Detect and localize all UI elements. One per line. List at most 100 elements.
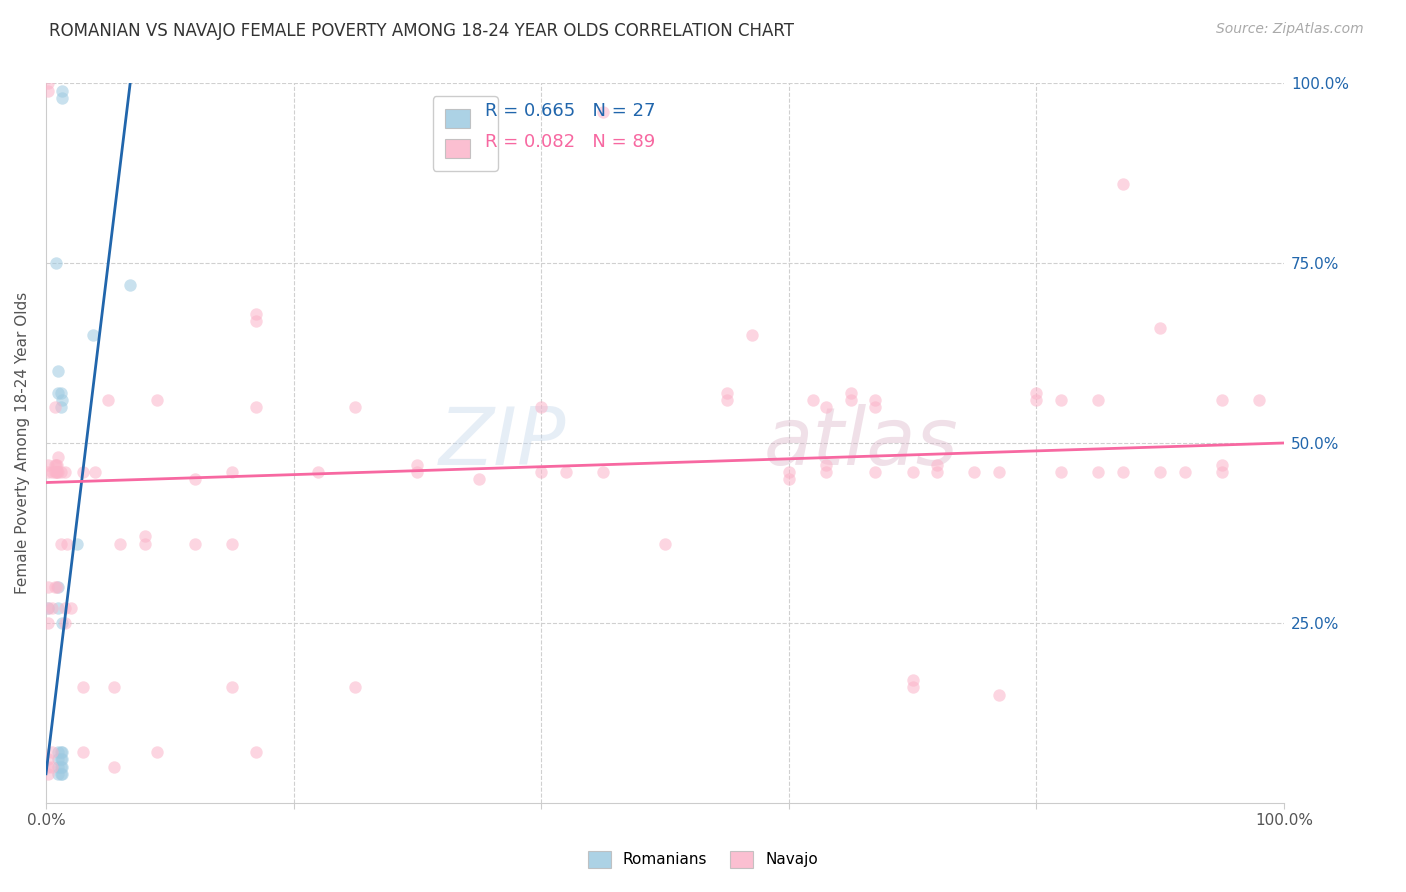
Point	[221, 681, 243, 695]
Point	[1087, 392, 1109, 407]
Point	[53, 615, 76, 630]
Point	[1249, 392, 1271, 407]
Point	[49, 759, 72, 773]
Point	[37, 752, 59, 766]
Point	[245, 314, 267, 328]
Point	[53, 465, 76, 479]
Text: R = 0.082   N = 89: R = 0.082 N = 89	[485, 134, 655, 152]
Point	[46, 465, 69, 479]
Point	[37, 84, 59, 98]
Point	[37, 465, 59, 479]
Point	[66, 536, 89, 550]
Point	[1112, 177, 1135, 191]
Point	[37, 458, 59, 472]
Point	[48, 759, 70, 773]
Point	[51, 745, 73, 759]
Point	[82, 328, 104, 343]
Point	[48, 766, 70, 780]
Point	[53, 601, 76, 615]
Point	[49, 766, 72, 780]
Point	[1149, 465, 1171, 479]
Point	[72, 465, 94, 479]
Point	[103, 759, 125, 773]
Point	[1211, 465, 1233, 479]
Legend: , : ,	[433, 96, 498, 171]
Point	[406, 458, 429, 472]
Point	[183, 472, 205, 486]
Point	[134, 536, 156, 550]
Point	[44, 465, 66, 479]
Point	[716, 392, 738, 407]
Point	[245, 307, 267, 321]
Point	[1050, 465, 1073, 479]
Point	[1211, 392, 1233, 407]
Point	[901, 465, 924, 479]
Point	[554, 465, 576, 479]
Point	[48, 364, 70, 378]
Point	[41, 601, 63, 615]
Point	[37, 601, 59, 615]
Point	[988, 688, 1011, 702]
Point	[839, 392, 862, 407]
Point	[37, 77, 59, 91]
Point	[741, 328, 763, 343]
Point	[37, 766, 59, 780]
Point	[344, 681, 367, 695]
Point	[44, 580, 66, 594]
Point	[49, 400, 72, 414]
Point	[344, 400, 367, 414]
Point	[1087, 465, 1109, 479]
Point	[84, 465, 107, 479]
Point	[37, 580, 59, 594]
Point	[803, 392, 825, 407]
Point	[120, 277, 142, 292]
Point	[45, 256, 67, 270]
Point	[72, 681, 94, 695]
Point	[530, 465, 553, 479]
Point	[592, 465, 614, 479]
Point	[49, 536, 72, 550]
Legend: Romanians, Navajo: Romanians, Navajo	[582, 845, 824, 873]
Point	[49, 465, 72, 479]
Point	[1149, 321, 1171, 335]
Point	[56, 536, 79, 550]
Point	[592, 105, 614, 120]
Point	[221, 465, 243, 479]
Point	[51, 84, 73, 98]
Point	[72, 745, 94, 759]
Point	[1050, 392, 1073, 407]
Point	[988, 465, 1011, 479]
Point	[1211, 458, 1233, 472]
Point	[865, 465, 887, 479]
Point	[51, 91, 73, 105]
Point	[1112, 465, 1135, 479]
Point	[37, 615, 59, 630]
Point	[48, 601, 70, 615]
Point	[110, 536, 132, 550]
Point	[927, 458, 949, 472]
Point	[146, 392, 169, 407]
Point	[245, 745, 267, 759]
Point	[44, 458, 66, 472]
Point	[37, 759, 59, 773]
Point	[41, 465, 63, 479]
Point	[59, 601, 82, 615]
Point	[245, 400, 267, 414]
Point	[221, 536, 243, 550]
Text: ROMANIAN VS NAVAJO FEMALE POVERTY AMONG 18-24 YEAR OLDS CORRELATION CHART: ROMANIAN VS NAVAJO FEMALE POVERTY AMONG …	[49, 22, 794, 40]
Point	[1174, 465, 1197, 479]
Y-axis label: Female Poverty Among 18-24 Year Olds: Female Poverty Among 18-24 Year Olds	[15, 292, 30, 594]
Point	[48, 450, 70, 465]
Point	[839, 385, 862, 400]
Point	[49, 385, 72, 400]
Point	[530, 400, 553, 414]
Point	[51, 766, 73, 780]
Point	[51, 615, 73, 630]
Point	[97, 392, 120, 407]
Point	[814, 458, 837, 472]
Point	[41, 745, 63, 759]
Point	[51, 759, 73, 773]
Point	[103, 681, 125, 695]
Point	[49, 745, 72, 759]
Point	[183, 536, 205, 550]
